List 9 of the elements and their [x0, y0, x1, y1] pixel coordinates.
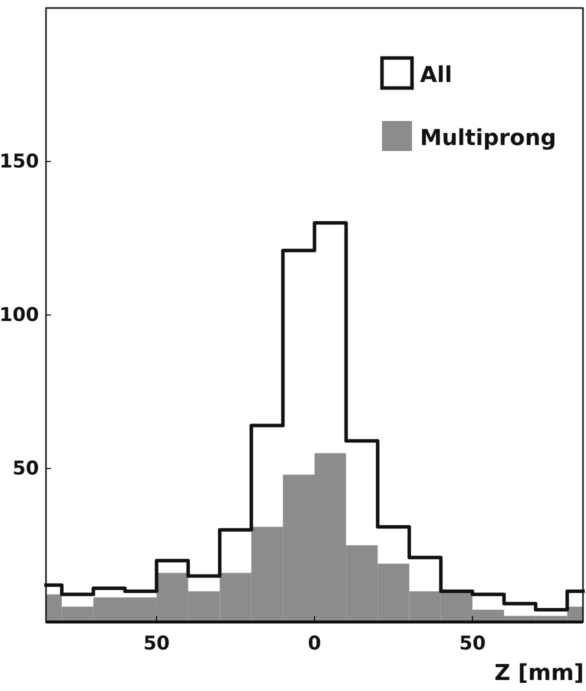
x-axis-title: Z [mm]	[494, 661, 584, 686]
y-tick-label: 150	[0, 150, 39, 173]
x-tick-label: 50	[459, 632, 486, 654]
legend-label: All	[420, 63, 452, 88]
x-tick-label: 50	[143, 632, 170, 654]
x-tick-label: 0	[308, 632, 322, 654]
legend-label: Multiprong	[420, 126, 556, 151]
y-tick-label: 100	[0, 304, 39, 326]
y-tick-label: 50	[12, 458, 39, 480]
